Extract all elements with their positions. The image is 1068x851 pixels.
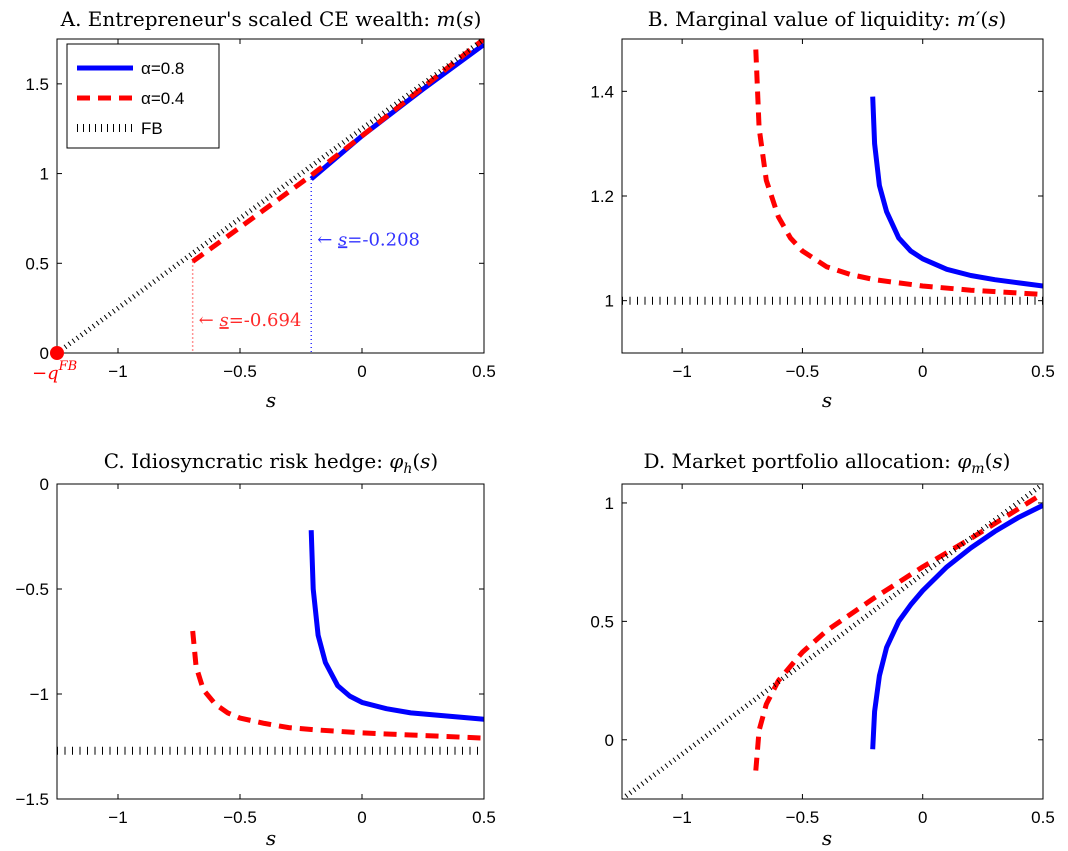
x-tick-label: −0.5 [223,808,257,827]
panel-b-title: B. Marginal value of liquidity: m′(s) [648,7,1007,31]
neg-qfb-label: −qFB [32,359,77,384]
panel-d-title: D. Market portfolio allocation: φm(s) [644,449,1011,477]
panel-d-axes-box [621,483,1044,800]
panel-c: C. Idiosyncratic risk hedge: φh(s) s −1 −… [15,449,495,850]
x-tick-label: 0 [357,362,366,381]
x-tick-label: −1 [108,362,127,381]
series--0-8-line [309,42,484,181]
panel-d-series [622,484,1043,799]
panel-b-series [622,49,1043,305]
y-tick-label: 1.5 [25,75,49,94]
x-tick-label: 0.5 [1031,362,1055,381]
series--0-4-line [190,630,484,741]
origin-marker [50,346,64,360]
x-tick-label: −1 [672,362,691,381]
y-tick-label: 1.2 [590,187,614,206]
y-tick-label: 1 [40,165,49,184]
x-tick-label: −1 [672,808,691,827]
y-tick-label: 0.5 [25,254,49,273]
x-tick-label: 0.5 [472,808,496,827]
panel-d: D. Market portfolio allocation: φm(s) s … [590,449,1054,850]
x-tick-label: −0.5 [223,362,257,381]
panel-c-axes-box [56,483,485,800]
panel-c-xlabel: s [266,826,276,850]
y-tick-label: 1 [605,292,614,311]
panel-a-axes-box [56,38,485,354]
legend-label: FB [141,119,163,138]
series--0-4-line [753,491,1043,771]
legend-label: α=0.8 [141,59,184,78]
panel-b: B. Marginal value of liquidity: m′(s) s … [590,7,1054,412]
x-tick-label: −0.5 [786,808,820,827]
y-tick-label: 0 [40,344,49,363]
y-tick-label: 0 [40,475,49,494]
x-tick-label: 0 [918,808,927,827]
x-tick-label: 0 [918,362,927,381]
y-tick-label: −1 [30,685,49,704]
y-tick-label: 0 [605,731,614,750]
legend: α=0.8 α=0.4 FB [66,43,220,149]
series--0-4-line [753,49,1043,297]
x-tick-label: 0.5 [1031,808,1055,827]
panel-c-title: C. Idiosyncratic risk hedge: φh(s) [104,449,438,477]
series-fb-line [57,39,484,353]
panel-b-xlabel: s [822,388,832,412]
x-tick-label: 0.5 [472,362,496,381]
x-tick-label: −1 [108,808,127,827]
x-tick-label: −0.5 [786,362,820,381]
y-tick-label: 1 [605,494,614,513]
x-tick-label: 0 [357,808,366,827]
y-tick-label: 1.4 [590,82,614,101]
threshold-label: ← s=-0.208 [317,229,420,250]
threshold-label: ← s=-0.694 [199,310,302,331]
panel-c-series [57,530,484,755]
panel-a-title: A. Entrepreneur's scaled CE wealth: m(s) [60,7,482,31]
panel-d-xlabel: s [822,826,832,850]
y-tick-label: −0.5 [15,580,49,599]
y-tick-label: −1.5 [15,790,49,809]
panel-b-axes-box [621,38,1044,354]
series--0-8-line [870,503,1043,750]
legend-box [66,43,220,149]
panel-a: A. Entrepreneur's scaled CE wealth: m(s)… [25,7,495,412]
panel-a-series [57,39,484,353]
series--0-8-line [870,96,1043,289]
legend-label: α=0.4 [141,89,184,108]
series--0-8-line [308,530,484,722]
y-tick-label: 0.5 [590,612,614,631]
panel-a-xlabel: s [266,388,276,412]
